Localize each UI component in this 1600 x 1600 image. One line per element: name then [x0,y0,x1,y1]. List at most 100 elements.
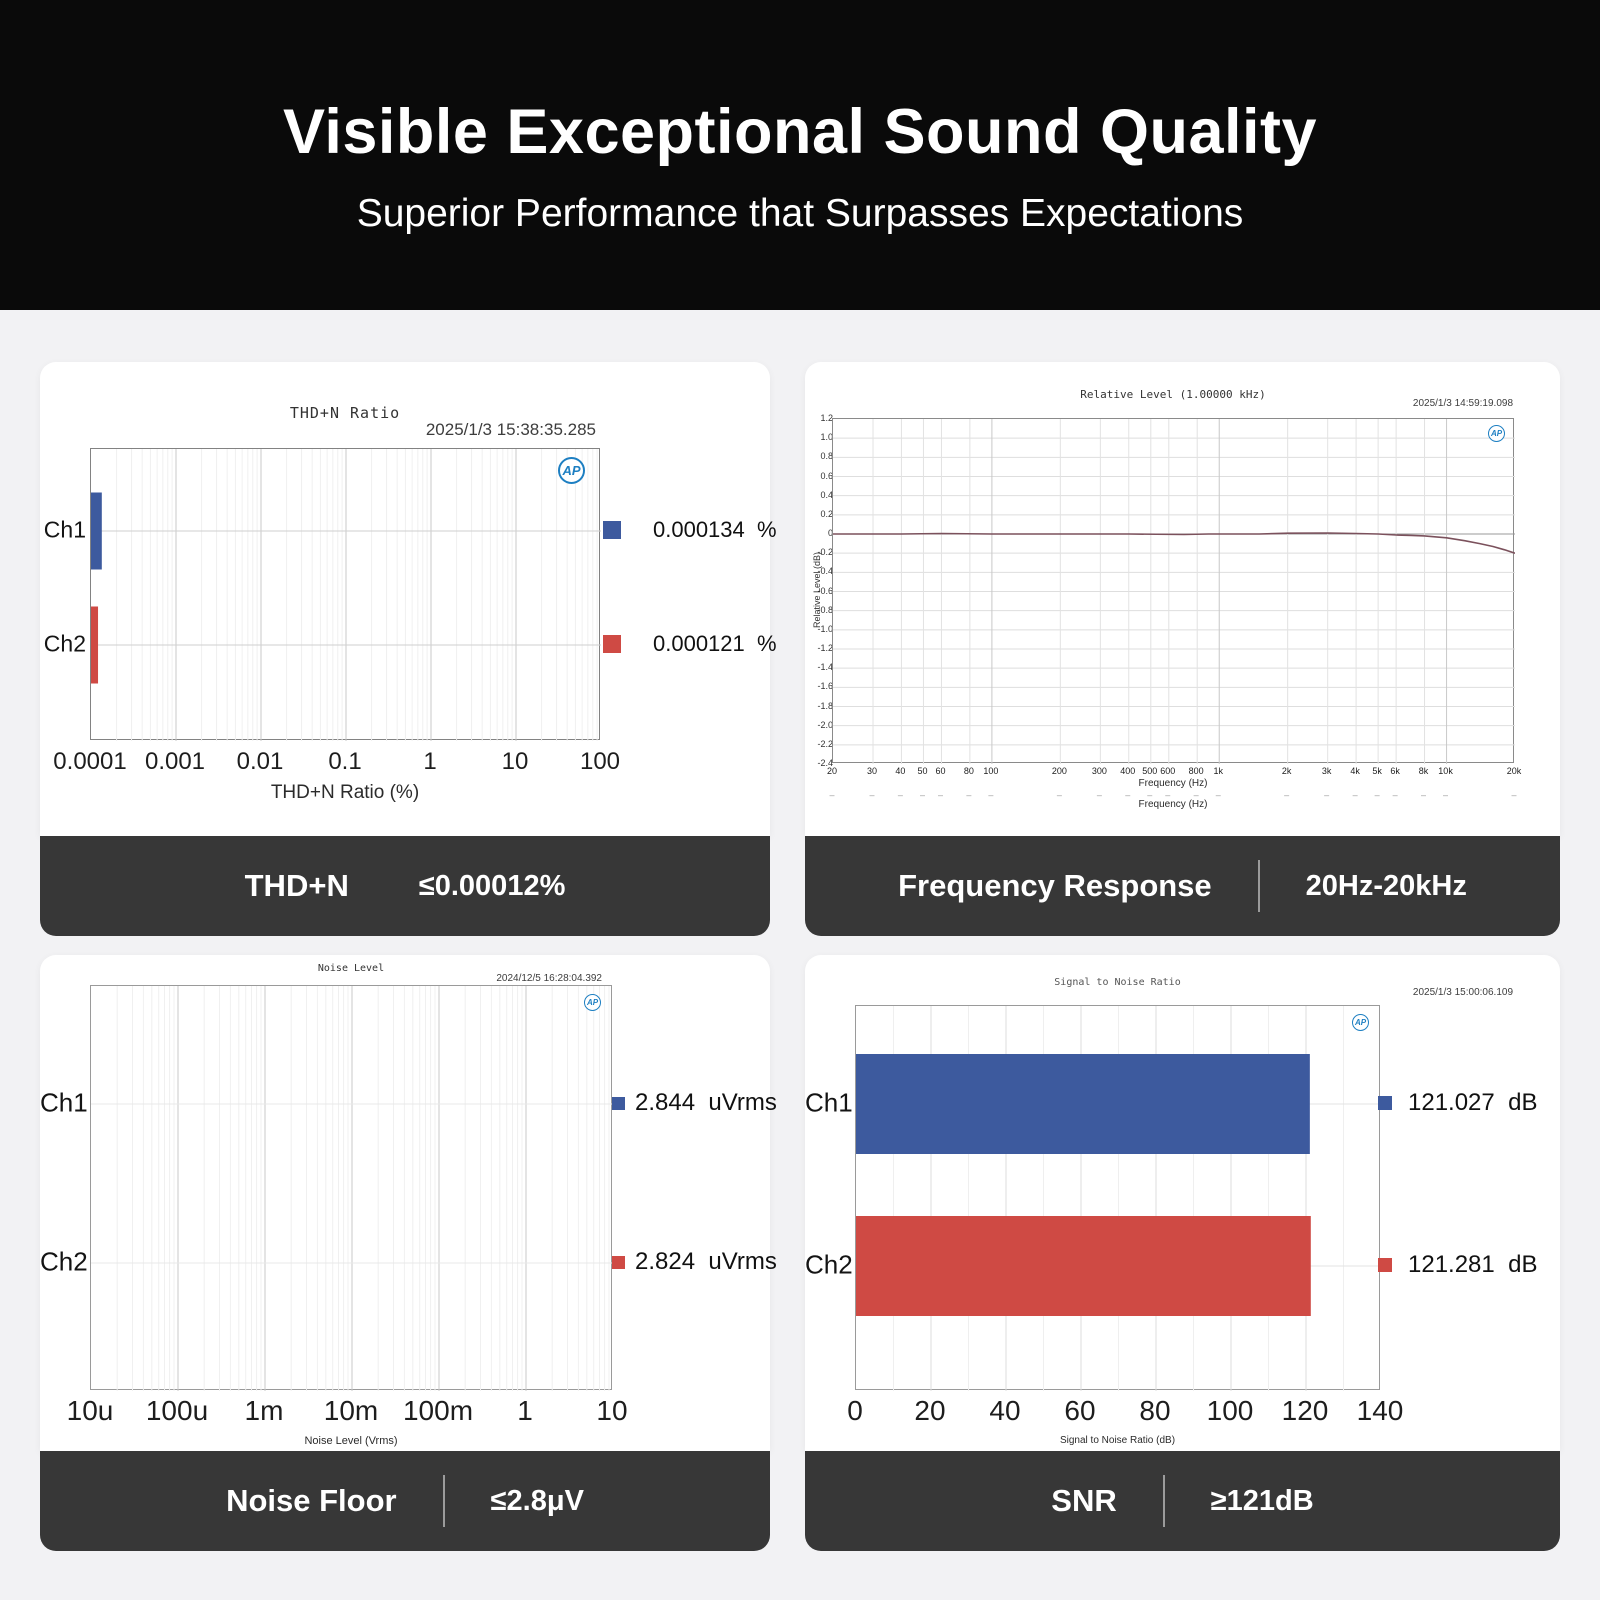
legend-value-ch2: 2.824 uVrms [635,1248,777,1275]
x-tick-label: 120 [1281,1395,1329,1426]
chart-timestamp: 2025/1/3 14:59:19.098 [1412,398,1513,409]
legend-marker-ch2 [612,1255,625,1269]
axis-dash: – [897,790,903,800]
axis-dash: – [1056,790,1062,800]
x-tick-label: 10u [66,1395,114,1426]
page-subtitle: Superior Performance that Surpasses Expe… [356,192,1244,235]
axis-dash: – [1165,790,1171,800]
noise-plot-svg [91,986,613,1391]
x-tick-label: 6k [1390,766,1400,776]
axis-dash: – [869,790,875,800]
row-label-ch1: Ch1 [43,516,86,543]
y-tick-label: 0.6 [820,470,833,481]
x-tick-label: 0.0001 [53,748,127,775]
x-tick-label: 1k [1213,766,1223,776]
x-tick-label: 4k [1350,766,1360,776]
thdn-chart-card: THD+N Ratio 2025/1/3 15:38:35.285 Ch1 Ch… [40,362,777,836]
x-tick-label: 100u [145,1395,209,1426]
x-tick-label: 3k [1321,766,1332,776]
thdn-caption-bar: THD+N ≤0.00012% [40,836,770,936]
x-tick-label: 0.001 [144,748,206,775]
caption-metric-value: ≤0.00012% [418,869,566,902]
axis-dash: – [1147,790,1153,800]
x-tick-label: 40 [989,1395,1021,1426]
x-tick-label: 20 [914,1395,946,1426]
x-axis-label: THD+N Ratio (%) [270,782,420,803]
fr-plot-svg [833,419,1515,764]
y-tick-label: -0.6 [817,585,833,596]
x-tick-label: 1 [517,1395,533,1426]
row-label-ch2: Ch2 [40,1246,88,1277]
ap-logo-text: AP [562,463,581,478]
ap-logo-text: AP [1490,429,1503,438]
x-tick-label: 500 [1142,766,1158,776]
legend-marker-ch1 [603,521,621,539]
y-tick-label: -0.4 [817,566,833,577]
axis-dash: – [966,790,972,800]
axis-dash: – [1096,790,1102,800]
y-tick-label: -1.6 [817,681,833,692]
row-label-ch1: Ch1 [805,1087,853,1118]
x-tick-label: 10k [1438,766,1453,776]
x-tick-label: 20 [826,766,838,776]
axis-dash: – [829,790,835,800]
axis-dash: – [1352,790,1358,800]
x-tick-label: 8k [1418,766,1429,776]
legend-value-ch2: 121.281 dB [1408,1251,1538,1278]
chart-title: Relative Level (1.00000 kHz) [1080,388,1266,401]
legend-value-ch2: 0.000121 % [653,631,777,656]
axis-dash: – [1443,790,1449,800]
caption-separator [1257,860,1260,912]
ap-logo-icon: AP [1352,1014,1369,1031]
y-tick-label: -1.8 [817,700,833,711]
snr-caption-bar: SNR ≥121dB [805,1451,1560,1551]
snr-plot-svg [856,1006,1381,1391]
page-title: Visible Exceptional Sound Quality [282,97,1318,167]
fr-plot-area: AP [832,418,1515,764]
x-tick-label: 0 [847,1395,863,1426]
caption-metric-value: 20Hz-20kHz [1305,869,1467,902]
axis-dash: – [1193,790,1199,800]
frequency-response-caption-bar: Frequency Response 20Hz-20kHz [805,836,1560,936]
x-tick-label: 40 [895,766,906,776]
axis-dash: – [1284,790,1290,800]
axis-dash: – [937,790,943,800]
x-tick-label: 100 [579,748,621,775]
x-tick-label: 800 [1188,766,1204,776]
axis-dash: – [1421,790,1427,800]
legend-value-ch1: 121.027 dB [1408,1089,1538,1116]
x-tick-label: 80 [1139,1395,1171,1426]
x-tick-label: 100 [983,766,999,776]
x-axis-label: Signal to Noise Ratio (dB) [1059,1435,1176,1446]
chart-timestamp: 2025/1/3 15:00:06.109 [1412,987,1513,998]
y-tick-label: -1.4 [817,662,833,673]
noise-floor-caption-bar: Noise Floor ≤2.8μV [40,1451,770,1551]
legend-marker-ch2 [1378,1258,1392,1272]
x-tick-label: 2k [1281,766,1292,776]
x-tick-label: 200 [1051,766,1067,776]
x-tick-label: 600 [1160,766,1176,776]
x-tick-label: 10 [501,748,529,775]
y-tick-label: -0.8 [817,604,833,615]
x-tick-label: 100 [1206,1395,1254,1426]
header: Visible Exceptional Sound Quality Superi… [0,0,1600,310]
x-tick-label: 100m [402,1395,474,1426]
frequency-response-card: Relative Level (1.00000 kHz) 2025/1/3 14… [805,362,1560,836]
chart-timestamp: 2024/12/5 16:28:04.392 [496,973,602,984]
axis-dash: – [1511,790,1517,800]
legend-marker-ch1 [1378,1096,1392,1110]
chart-title: Signal to Noise Ratio [1054,977,1181,988]
axis-dash: – [1324,790,1330,800]
y-tick-label: -2.4 [817,758,833,768]
x-axis-label: Noise Level (Vrms) [304,1435,398,1447]
axis-dash: – [919,790,925,800]
ap-logo-icon: AP [1488,425,1505,442]
axis-dash: – [988,790,994,800]
y-tick-label: -2.2 [817,738,833,749]
x-tick-label: 0.01 [236,748,284,775]
chart-title: THD+N Ratio [289,404,401,422]
ap-logo-text: AP [586,998,599,1007]
x-tick-label: 300 [1091,766,1107,776]
thdn-plot-area: AP [90,448,601,741]
